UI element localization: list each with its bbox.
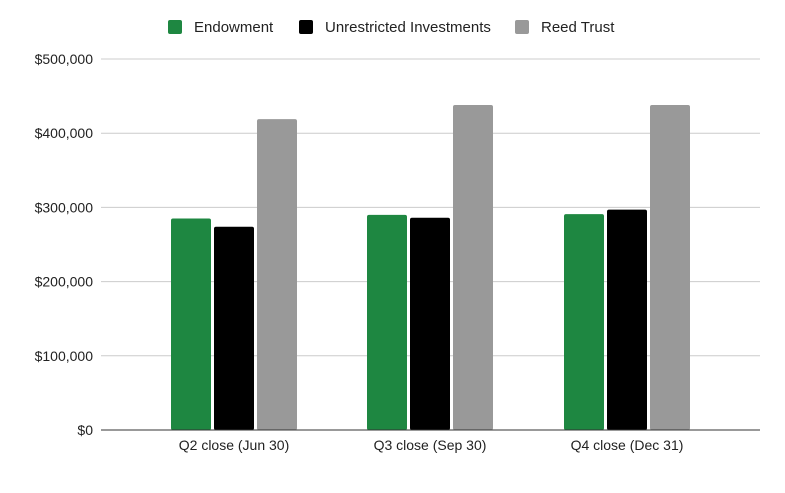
bar[interactable]: [453, 105, 493, 430]
bar[interactable]: [214, 226, 254, 430]
bar[interactable]: [650, 105, 690, 430]
legend: Endowment Unrestricted Investments Reed Tr…: [168, 19, 615, 36]
y-tick-label: $100,000: [35, 348, 94, 364]
bar[interactable]: [257, 119, 297, 431]
bar[interactable]: [564, 214, 604, 430]
y-tick-label: $200,000: [35, 274, 94, 290]
y-tick-label: $400,000: [35, 125, 94, 141]
legend-item[interactable]: Reed Trust: [515, 19, 615, 36]
x-tick-label: Q3 close (Sep 30): [374, 437, 487, 453]
y-axis: $0 $100,000 $200,000 $300,000 $400,000 $500,0…: [35, 51, 94, 438]
y-tick-label: $300,000: [35, 199, 94, 215]
bar[interactable]: [367, 214, 407, 430]
bar[interactable]: [410, 217, 450, 430]
bar-group: [367, 105, 493, 430]
x-tick-label: Q4 close (Dec 31): [571, 437, 684, 453]
legend-label: Unrestricted Investments: [325, 19, 491, 36]
legend-swatch: [515, 20, 529, 34]
bar[interactable]: [171, 218, 211, 430]
legend-swatch: [168, 20, 182, 34]
legend-label: Reed Trust: [541, 19, 615, 36]
x-tick-label: Q2 close (Jun 30): [179, 437, 290, 453]
bar-group: [564, 105, 690, 430]
y-tick-label: $0: [77, 422, 93, 438]
bars: [171, 105, 690, 431]
y-tick-label: $500,000: [35, 51, 94, 67]
bar[interactable]: [607, 209, 647, 430]
bar-group: [171, 119, 297, 431]
legend-item[interactable]: Endowment: [168, 19, 274, 36]
legend-item[interactable]: Unrestricted Investments: [299, 19, 491, 36]
legend-label: Endowment: [194, 19, 274, 36]
legend-swatch: [299, 20, 313, 34]
x-axis: Q2 close (Jun 30) Q3 close (Sep 30) Q4 clo…: [179, 437, 684, 453]
